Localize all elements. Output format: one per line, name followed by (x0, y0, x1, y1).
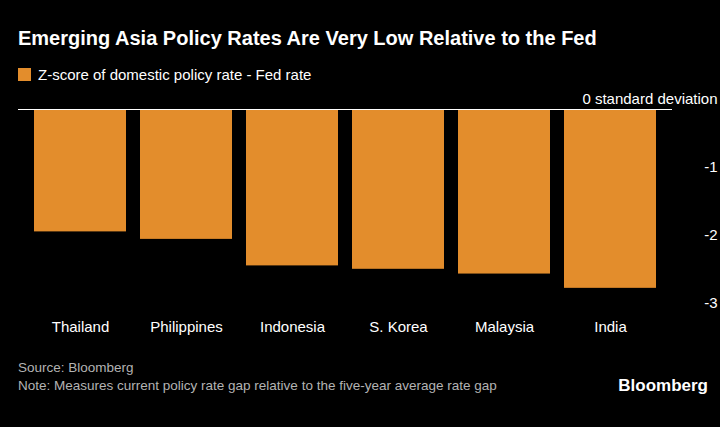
svg-text:Indonesia: Indonesia (260, 318, 326, 335)
html-text:Note: Measures current policy: Note: Measures current policy rate gap r… (18, 378, 497, 393)
svg-text:Philippines: Philippines (150, 318, 223, 335)
html-text:Bloomberg: Bloomberg (618, 376, 708, 395)
html-text:Source: Bloomberg: Source: Bloomberg (18, 360, 134, 375)
html-text:Emerging Asia Policy Rates Are: Emerging Asia Policy Rates Are Very Low … (18, 27, 597, 49)
svg-text:0 standard deviation: 0 standard deviation (582, 90, 717, 107)
svg-text:S. Korea: S. Korea (369, 318, 428, 335)
svg-text:India: India (594, 318, 627, 335)
svg-text:Thailand: Thailand (52, 318, 110, 335)
html-text:Z-score of domestic policy rat: Z-score of domestic policy rate - Fed ra… (38, 65, 312, 83)
svg-text:-2: -2 (704, 226, 717, 243)
svg-text:-1: -1 (704, 158, 717, 175)
svg-text:Malaysia: Malaysia (475, 318, 535, 335)
svg-text:-3: -3 (704, 294, 717, 311)
